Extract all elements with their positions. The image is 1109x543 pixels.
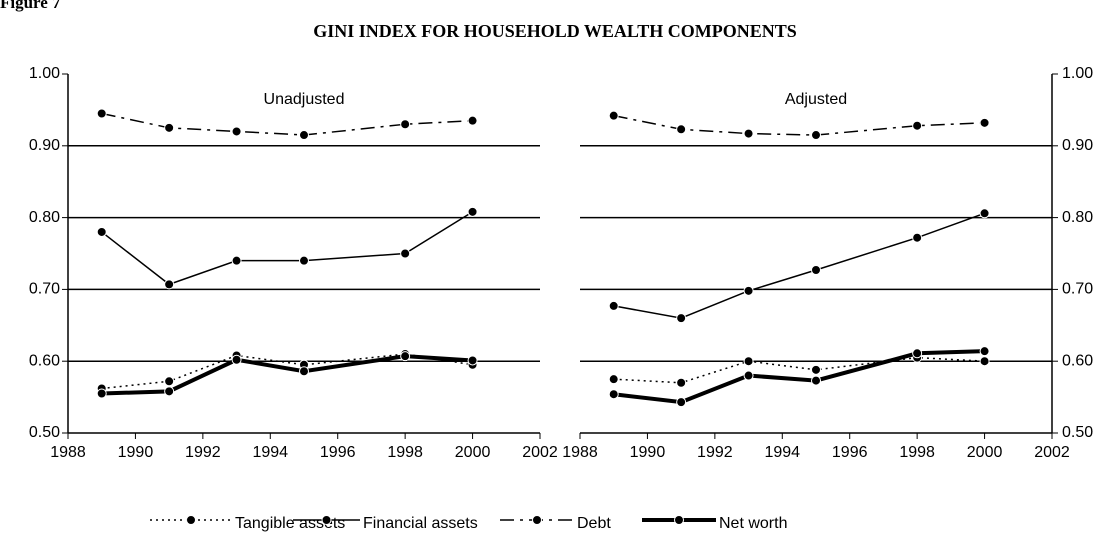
series-line xyxy=(613,212,985,319)
x-tick-label: 1994 xyxy=(764,444,800,461)
x-tick-label: 1988 xyxy=(50,444,86,461)
point xyxy=(743,285,754,296)
x-tick-label: 2002 xyxy=(522,444,558,461)
y-tick-label: 0.60 xyxy=(29,352,60,369)
y-tick-label: 0.50 xyxy=(1062,424,1093,441)
point xyxy=(676,124,687,135)
point xyxy=(400,351,411,362)
y-tick-label: 1.00 xyxy=(1062,65,1093,82)
point xyxy=(811,265,821,276)
x-tick-label: 1994 xyxy=(252,444,288,461)
point xyxy=(164,386,175,397)
legend-marker xyxy=(532,515,542,525)
y-tick-label: 0.50 xyxy=(29,424,60,441)
series-line xyxy=(101,353,473,390)
y-tick-label: 1.00 xyxy=(29,65,60,82)
y-tick-label: 0.80 xyxy=(29,209,60,226)
point xyxy=(467,355,478,366)
point xyxy=(979,346,990,357)
point xyxy=(299,130,309,141)
x-tick-label: 1996 xyxy=(320,444,356,461)
series-line xyxy=(613,349,985,405)
point xyxy=(164,122,175,133)
point xyxy=(979,117,990,128)
legend-label: Net worth xyxy=(719,515,787,532)
y-tick-label: 0.70 xyxy=(1062,281,1093,298)
point xyxy=(467,115,478,126)
point xyxy=(979,208,990,219)
point xyxy=(96,108,107,119)
point xyxy=(676,313,687,324)
x-tick-label: 2000 xyxy=(967,444,1003,461)
point xyxy=(231,354,242,365)
panel-title: Unadjusted xyxy=(264,91,345,108)
series-line xyxy=(613,356,985,384)
point xyxy=(743,370,754,381)
panel-title: Adjusted xyxy=(785,91,847,108)
y-tick-label: 0.90 xyxy=(29,137,60,154)
point xyxy=(811,375,821,386)
point xyxy=(608,389,619,400)
point xyxy=(231,126,242,137)
series-line xyxy=(101,354,473,396)
legend-label: Financial assets xyxy=(363,515,478,532)
point xyxy=(912,232,923,243)
x-tick-label: 1990 xyxy=(118,444,154,461)
x-tick-label: 1988 xyxy=(562,444,598,461)
point xyxy=(96,226,107,237)
point xyxy=(743,128,754,139)
y-tick-label: 0.70 xyxy=(29,281,60,298)
point xyxy=(608,374,619,385)
point xyxy=(400,119,411,130)
point xyxy=(467,206,478,217)
figure-label: Figure 7 xyxy=(0,0,61,12)
x-tick-label: 1992 xyxy=(185,444,221,461)
series-line xyxy=(101,211,473,286)
point xyxy=(979,356,990,367)
y-tick-label: 0.60 xyxy=(1062,352,1093,369)
x-tick-label: 1990 xyxy=(630,444,666,461)
point xyxy=(231,255,242,266)
x-tick-label: 2002 xyxy=(1034,444,1070,461)
point xyxy=(608,300,619,311)
y-tick-label: 0.90 xyxy=(1062,137,1093,154)
point xyxy=(912,348,923,359)
point xyxy=(96,388,107,399)
point xyxy=(676,377,687,388)
chart-title: GINI INDEX FOR HOUSEHOLD WEALTH COMPONEN… xyxy=(313,21,797,41)
legend-marker xyxy=(674,515,684,525)
x-tick-label: 1992 xyxy=(697,444,733,461)
legend-marker xyxy=(186,515,196,525)
point xyxy=(299,255,309,266)
x-tick-label: 2000 xyxy=(455,444,491,461)
series-line xyxy=(613,114,985,136)
point xyxy=(811,130,821,141)
x-tick-label: 1996 xyxy=(832,444,868,461)
point xyxy=(400,248,411,259)
point xyxy=(164,279,175,290)
point xyxy=(608,110,619,121)
point xyxy=(743,356,754,367)
y-tick-label: 0.80 xyxy=(1062,209,1093,226)
legend-label: Debt xyxy=(577,515,611,532)
series-line xyxy=(101,112,473,136)
point xyxy=(164,376,175,387)
legend-marker xyxy=(321,515,332,525)
point xyxy=(299,366,309,377)
point xyxy=(811,364,821,375)
x-tick-label: 1998 xyxy=(387,444,423,461)
x-tick-label: 1998 xyxy=(899,444,935,461)
point xyxy=(912,120,923,131)
point xyxy=(676,397,687,408)
